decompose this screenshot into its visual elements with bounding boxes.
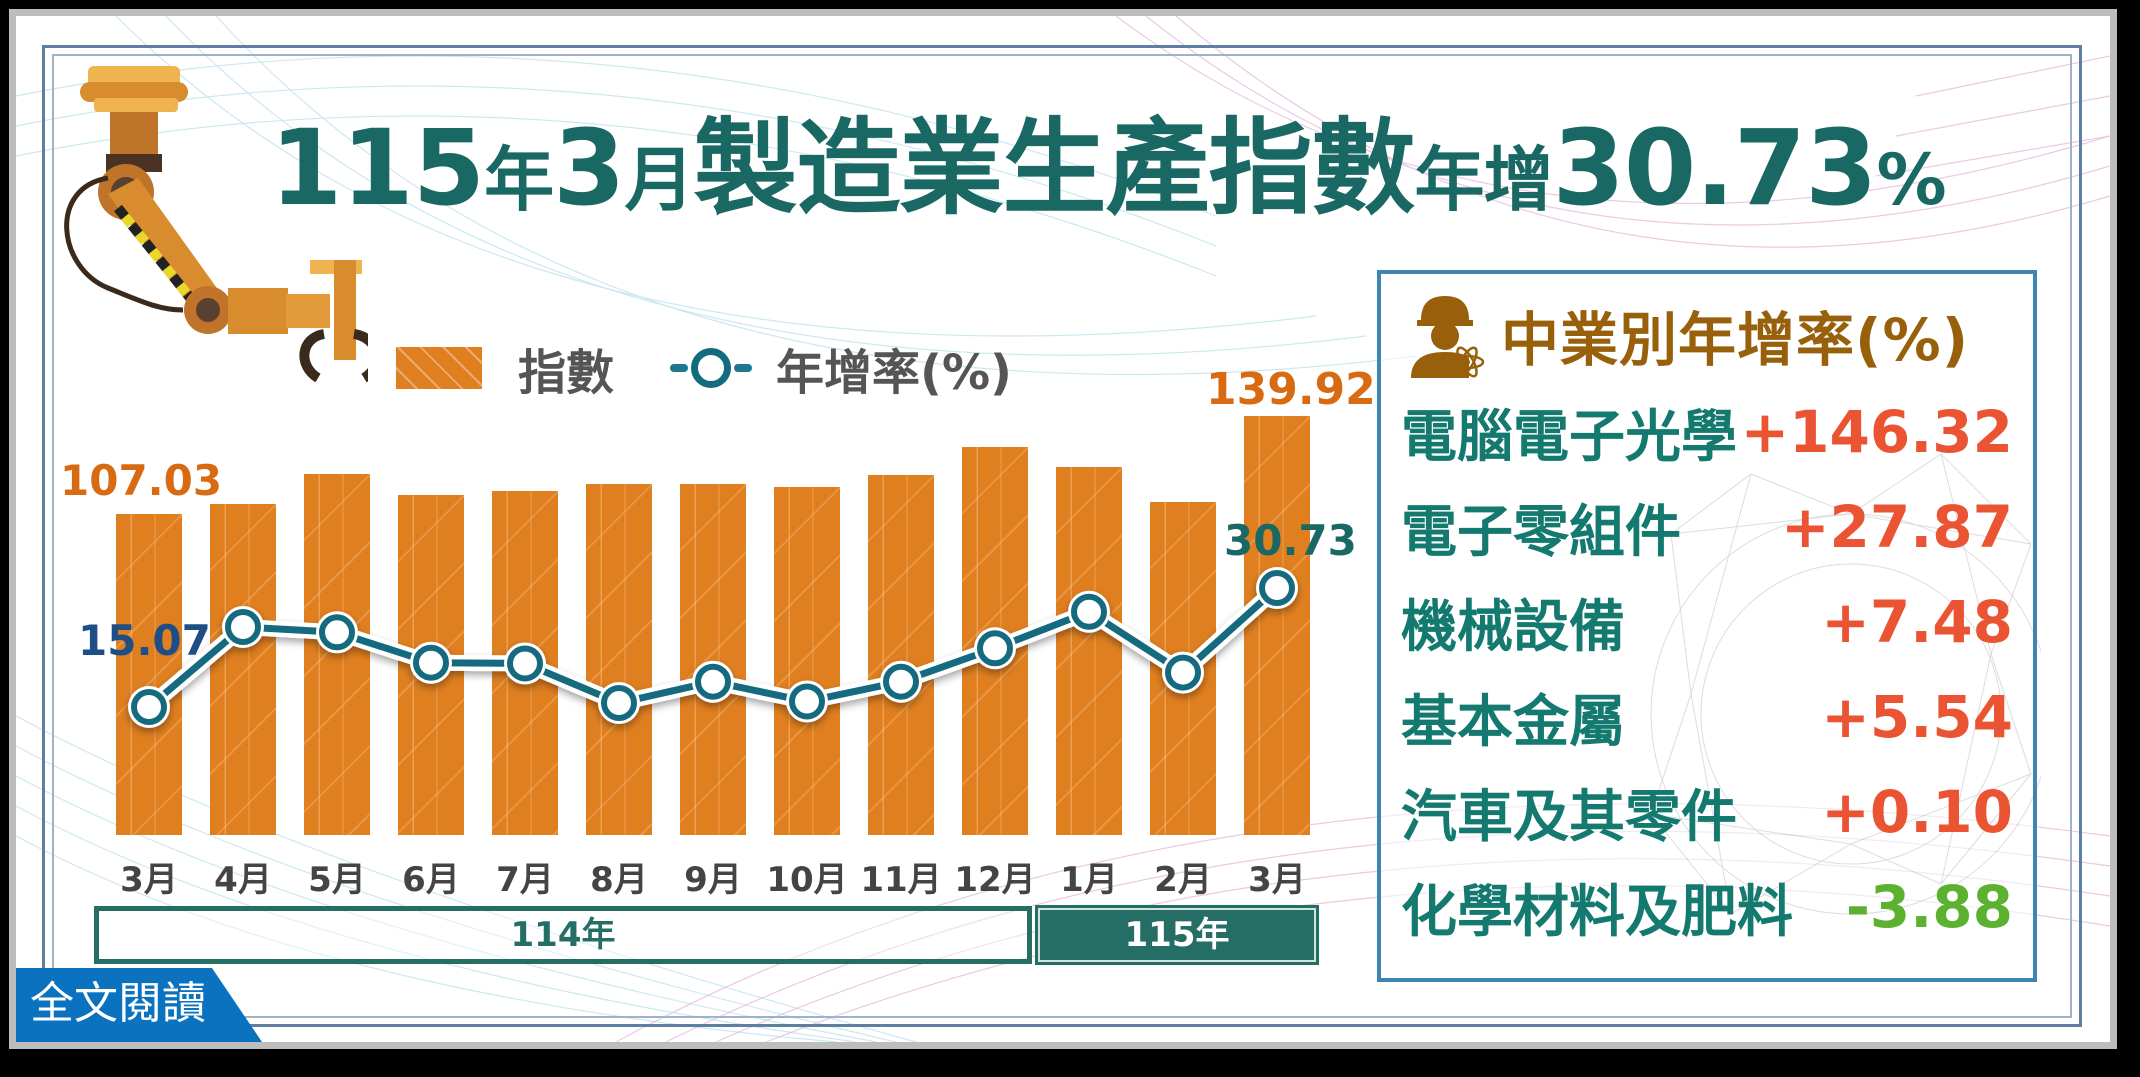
cta-tab-shape	[16, 968, 262, 1042]
industry-name: 機械設備	[1401, 594, 1625, 660]
legend-line-label: 年增率(%)	[776, 345, 1012, 401]
industry-growth-value: -3.88	[1845, 873, 2013, 941]
year-group-115: 115年	[1035, 905, 1319, 965]
border-frame-inner	[52, 54, 2072, 1018]
gear-network-icon	[1650, 453, 2041, 915]
industry-row: 化學材料及肥料 -3.88	[1401, 867, 2013, 947]
read-full-text-label: 全文閱讀	[30, 978, 206, 1029]
legend-bar-swatch-icon	[396, 347, 482, 389]
robot-arm-icon	[64, 66, 368, 383]
chart-legend: 指數 年增率(%)	[396, 338, 1012, 401]
year-group-114: 114年	[94, 906, 1032, 964]
industry-row: 電腦電子光學 +146.32	[1401, 392, 2013, 472]
industry-row: 汽車及其零件 +0.10	[1401, 772, 2013, 852]
panel-title: 中業別年增率(%)	[1501, 306, 1970, 374]
industry-growth-value: +27.87	[1780, 493, 2013, 561]
industry-growth-value: +7.48	[1821, 588, 2013, 656]
infographic-card: 115年3月製造業生產指數年增30.73% 指數 年增率(%) 3月 4月 5月 6月…	[16, 16, 2110, 1042]
legend-line-marker-icon	[670, 348, 753, 388]
industry-name: 汽車及其零件	[1401, 784, 1737, 850]
panel-header: 中業別年增率(%)	[1407, 292, 1969, 378]
engineer-atom-icon	[1411, 296, 1485, 378]
read-full-text-button[interactable]: 全文閱讀	[16, 968, 278, 1042]
industry-growth-value: +0.10	[1821, 778, 2013, 846]
industry-row: 機械設備 +7.48	[1401, 582, 2013, 662]
industry-name: 基本金屬	[1401, 689, 1625, 755]
industry-growth-value: +146.32	[1740, 398, 2013, 466]
industry-growth-panel: 中業別年增率(%) 電腦電子光學 +146.32 電子零組件 +27.87 機械設備 +7…	[1377, 270, 2041, 982]
industry-name: 電腦電子光學	[1401, 404, 1737, 470]
industry-row: 電子零組件 +27.87	[1401, 487, 2013, 567]
legend-bar-label: 指數	[518, 345, 615, 401]
page-title: 115年3月製造業生產指數年增30.73%	[270, 107, 1947, 229]
industry-growth-value: +5.54	[1821, 683, 2013, 751]
industry-name: 化學材料及肥料	[1401, 879, 1793, 945]
industry-row: 基本金屬 +5.54	[1401, 677, 2013, 757]
border-frame-outer	[42, 45, 2082, 1027]
industry-name: 電子零組件	[1401, 499, 1681, 565]
